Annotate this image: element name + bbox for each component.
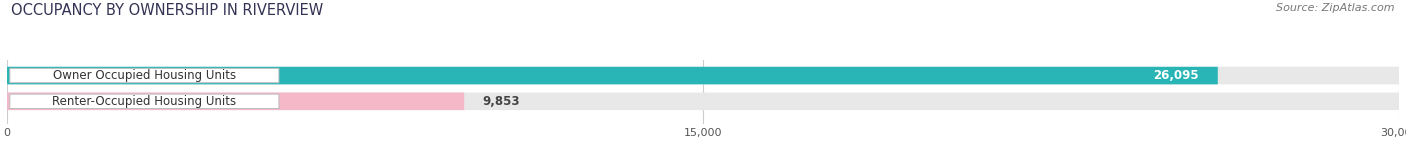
- FancyBboxPatch shape: [7, 93, 464, 110]
- FancyBboxPatch shape: [10, 68, 278, 83]
- Text: OCCUPANCY BY OWNERSHIP IN RIVERVIEW: OCCUPANCY BY OWNERSHIP IN RIVERVIEW: [11, 3, 323, 18]
- Text: 26,095: 26,095: [1153, 69, 1199, 82]
- FancyBboxPatch shape: [7, 67, 1218, 84]
- FancyBboxPatch shape: [7, 67, 1399, 84]
- Text: Renter-Occupied Housing Units: Renter-Occupied Housing Units: [52, 95, 236, 108]
- Text: Owner Occupied Housing Units: Owner Occupied Housing Units: [53, 69, 236, 82]
- FancyBboxPatch shape: [10, 94, 278, 108]
- FancyBboxPatch shape: [7, 93, 1399, 110]
- Text: Source: ZipAtlas.com: Source: ZipAtlas.com: [1277, 3, 1395, 13]
- Text: 9,853: 9,853: [482, 95, 520, 108]
